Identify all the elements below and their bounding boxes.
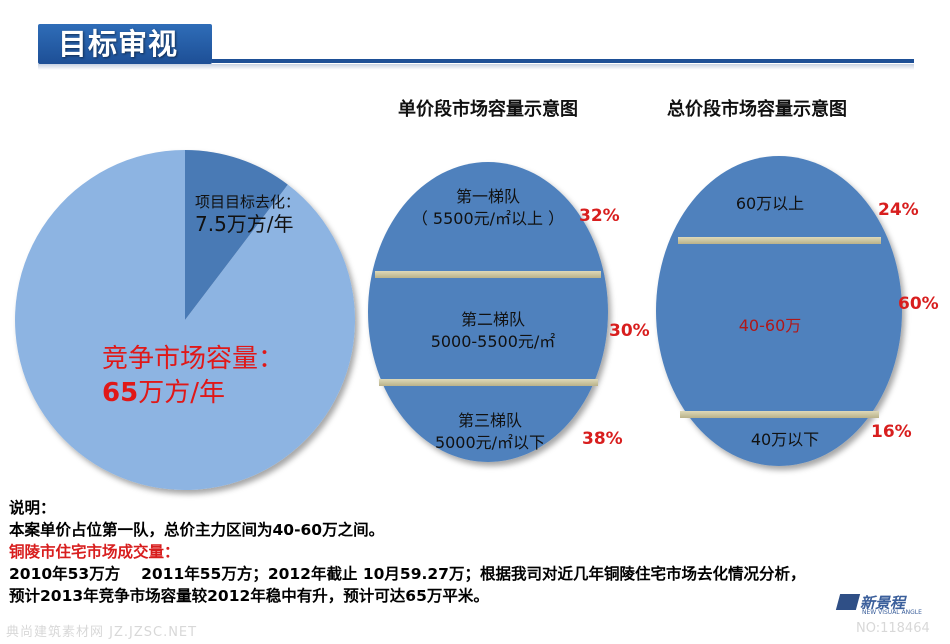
unit-tier-1-range: （ 5500元/㎡以上 ） <box>411 209 565 228</box>
unit-tier-3-name: 第三梯队 <box>457 411 522 430</box>
logo-subtext: NEW VISUAL ANGLE <box>862 609 922 616</box>
total-tier-1-label: 60万以上 <box>735 194 805 213</box>
unit-price-ellipse <box>368 162 608 462</box>
notes-heading: 说明： <box>9 499 56 517</box>
total-price-ellipse <box>656 156 902 466</box>
unit-tier-1-name: 第一梯队 <box>455 187 520 206</box>
pie-competition-label: 竞争市场容量： 65万方/年 <box>102 342 284 410</box>
unit-tier-2-label: 第二梯队 5000-5500元/㎡ <box>408 309 578 353</box>
notes-line-2: 2010年53万方 2011年55万方；2012年截止 10月59.27万；根据… <box>9 565 806 583</box>
total-tier-1-share: 24% <box>878 200 919 220</box>
notes-line-1: 本案单价占位第一队，总价主力区间为40-60万之间。 <box>9 521 385 539</box>
logo-text: 新景程 <box>860 594 906 612</box>
unit-tier-3-range: 5000元/㎡以下 <box>434 433 546 452</box>
unit-tier-3-share: 38% <box>582 429 623 449</box>
pie-slice-competition-capacity <box>15 150 356 491</box>
total-tier-3-label: 40万以下 <box>750 430 820 449</box>
logo-icon <box>835 594 861 610</box>
pie-competition-label-line2: 65万方/年 <box>102 376 284 410</box>
total-price-chart-title: 总价段市场容量示意图 <box>667 99 847 120</box>
notes-subheading: 铜陵市住宅市场成交量： <box>9 543 180 561</box>
unit-price-chart-title: 单价段市场容量示意图 <box>398 99 578 120</box>
total-price-divider-1 <box>678 237 881 244</box>
notes-block: 说明： 本案单价占位第一队，总价主力区间为40-60万之间。 铜陵市住宅市场成交… <box>9 497 805 607</box>
unit-tier-1-label: 第一梯队 （ 5500元/㎡以上 ） <box>398 186 578 230</box>
watermark-left: 典尚建筑素材网 JZ.JZSC.NET <box>6 625 198 640</box>
pie-project-label-line2: 7.5万方/年 <box>195 212 294 236</box>
unit-tier-1-share: 32% <box>579 206 620 226</box>
pie-slice-project-target <box>185 150 288 320</box>
pie-competition-number: 65 <box>102 378 139 408</box>
unit-tier-2-share: 30% <box>609 321 650 341</box>
unit-tier-3-label: 第三梯队 5000元/㎡以下 <box>410 410 570 454</box>
unit-price-divider-1 <box>375 271 601 278</box>
title-shadow <box>38 64 914 70</box>
unit-tier-2-name: 第二梯队 <box>460 310 525 329</box>
total-tier-2-share: 60% <box>898 294 939 314</box>
title-bar <box>38 24 212 64</box>
market-capacity-pie <box>15 150 356 491</box>
pie-project-label: 项目目标去化： 7.5万方/年 <box>195 193 300 236</box>
total-price-divider-2 <box>680 411 879 418</box>
pie-competition-label-line1: 竞争市场容量： <box>102 344 285 374</box>
total-tier-3-share: 16% <box>871 422 912 442</box>
title-underline <box>212 59 914 63</box>
pie-competition-unit: 万方/年 <box>138 378 225 408</box>
total-tier-2-label: 40-60万 <box>738 316 802 335</box>
pie-project-label-line1: 项目目标去化： <box>195 193 301 211</box>
unit-tier-2-range: 5000-5500元/㎡ <box>430 332 556 351</box>
watermark-right: NO:118464 <box>856 621 930 636</box>
page-title: 目标审视 <box>58 27 179 61</box>
notes-line-3: 预计2013年竞争市场容量较2012年稳中有升，预计可达65万平米。 <box>9 587 489 605</box>
unit-price-divider-2 <box>379 379 598 386</box>
